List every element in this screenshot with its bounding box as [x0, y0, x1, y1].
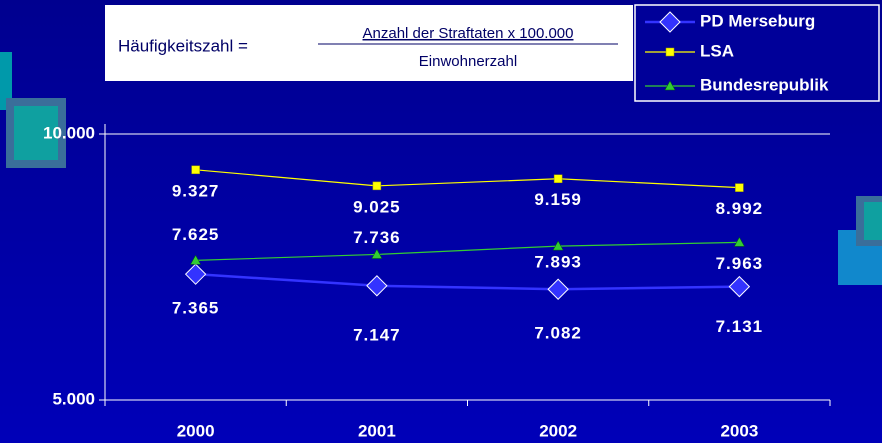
value-label: 7.963	[716, 254, 764, 273]
x-tick-label: 2000	[177, 421, 215, 440]
legend-marker	[664, 80, 676, 91]
x-tick-label: 2003	[720, 421, 758, 440]
formula-numerator: Anzahl der Straftaten x 100.000	[363, 25, 574, 42]
marker	[728, 275, 751, 298]
value-label: 7.365	[172, 299, 220, 318]
marker	[552, 240, 564, 251]
series-line	[195, 272, 740, 291]
marker	[371, 248, 383, 259]
value-label: 7.147	[353, 325, 401, 344]
legend-marker	[665, 47, 675, 57]
decoration	[864, 202, 882, 240]
x-tick-label: 2001	[358, 421, 396, 440]
marker	[547, 278, 569, 300]
decoration	[14, 106, 58, 160]
marker	[553, 174, 563, 183]
value-label: 7.893	[534, 253, 582, 272]
value-label: 7.082	[534, 324, 582, 343]
y-tick-label: 10.000	[43, 123, 95, 142]
marker	[190, 254, 202, 265]
marker	[191, 165, 200, 175]
formula-denominator: Einwohnerzahl	[419, 53, 517, 70]
decoration	[0, 52, 12, 110]
legend-label: PD Merseburg	[700, 11, 815, 30]
value-label: 7.736	[353, 228, 401, 247]
legend-marker	[659, 11, 681, 33]
marker	[184, 263, 207, 285]
marker	[366, 275, 388, 297]
marker	[372, 181, 382, 191]
value-label: 9.327	[172, 181, 220, 200]
value-label: 9.025	[353, 197, 401, 216]
legend-label: Bundesrepublik	[700, 75, 829, 94]
marker	[735, 183, 744, 192]
y-tick-label: 5.000	[52, 389, 95, 408]
series-line	[195, 241, 740, 261]
marker	[733, 236, 745, 247]
value-label: 9.159	[534, 190, 582, 209]
x-tick-label: 2002	[539, 421, 577, 440]
value-label: 7.625	[172, 225, 220, 244]
formula-box	[105, 5, 633, 81]
value-label: 8.992	[716, 199, 764, 218]
legend-label: LSA	[700, 41, 734, 60]
formula-left: Häufigkeitszahl =	[118, 36, 248, 55]
series-line	[195, 169, 740, 189]
value-label: 7.131	[716, 317, 764, 336]
